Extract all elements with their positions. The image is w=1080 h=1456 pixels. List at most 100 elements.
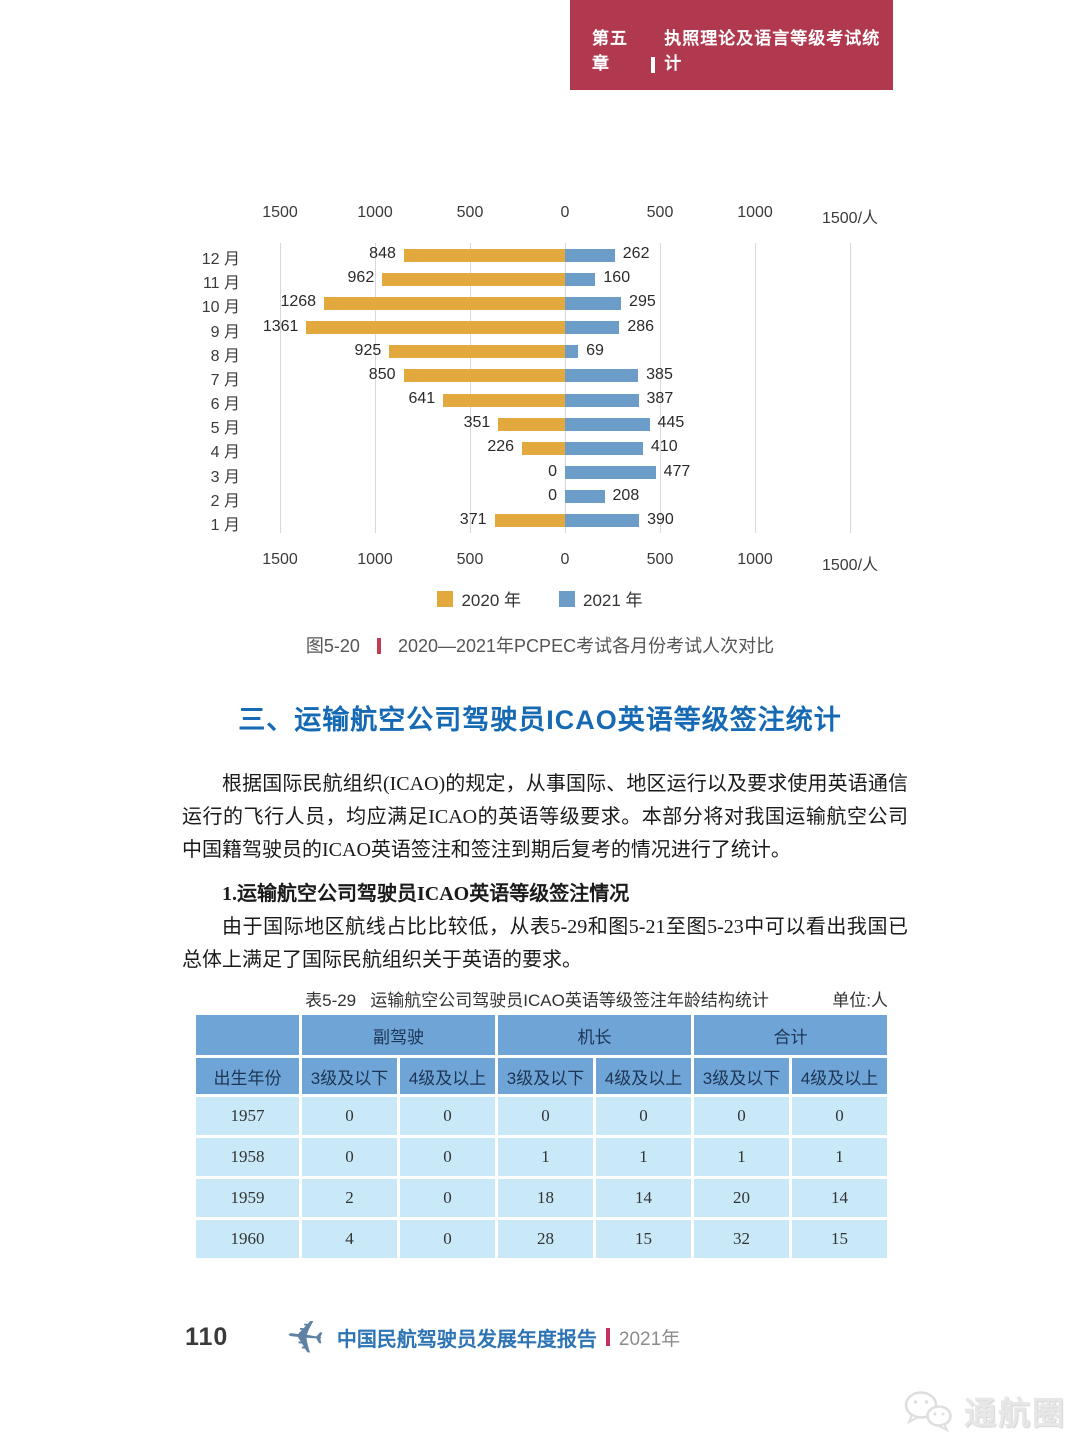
bar-2021 [565,417,650,431]
bar-value-2020: 962 [347,269,375,287]
axis-tick-bottom: 1500 [262,551,298,568]
table-column-header: 3级及以下 [694,1058,789,1094]
chapter-number: 第五章 [592,29,628,73]
paragraph-icao-intro: 根据国际民航组织(ICAO)的规定，从事国际、地区运行以及要求使用英语通信运行的… [182,773,908,861]
chart-gridline [660,243,661,533]
bar-2021 [565,248,615,262]
banner-separator-bar [651,57,656,73]
page-number: 110 [185,1322,229,1351]
table-unit-label: 单位:人 [832,991,888,1010]
bar-2021 [565,296,622,310]
month-label: 8 月 [210,347,240,365]
bar-2020 [324,296,565,310]
footer-separator-bar [605,1328,610,1346]
bar-2020 [403,369,565,383]
table-cell-value: 4 [302,1220,397,1258]
month-label: 3 月 [210,468,240,486]
axis-tick-bottom: 1500/人 [821,557,879,574]
bar-value-2021: 387 [646,390,674,408]
chart-gridline [280,243,281,533]
chart-gridline [565,243,566,533]
watermark-text: 通航圈 [963,1395,1066,1431]
bar-2020 [498,417,565,431]
month-label: 11 月 [202,275,240,293]
bar-value-2021: 295 [629,293,656,311]
bar-value-2020: 925 [354,341,382,359]
table-cell-year: 1959 [196,1179,299,1217]
table-row: 1957 0 0 0 0 0 0 [196,1097,887,1135]
table-column-header: 出生年份 [196,1058,299,1094]
table-cell-year: 1958 [196,1138,299,1176]
legend-swatch-2021 [559,590,575,607]
chart-gridline [850,243,851,533]
table-cell-value: 18 [498,1179,593,1217]
table-cell-year: 1957 [196,1097,299,1135]
bar-value-2020: 641 [408,390,436,408]
bar-value-2020: 226 [487,438,515,456]
table-column-header-row: 出生年份 3级及以下 4级及以上 3级及以下 4级及以上 3级及以下 4级及以上 [196,1058,887,1094]
bar-value-2020: 1361 [262,317,299,335]
axis-tick-top: 500 [456,204,484,221]
legend-label-2021: 2021 年 [583,591,643,610]
bar-2021 [565,272,596,286]
table-cell-value: 2 [302,1179,397,1217]
chapter-banner: 第五章 执照理论及语言等级考试统计 [570,0,893,90]
axis-tick-bottom: 500 [646,551,674,568]
bar-2021 [565,321,620,335]
section-title: 三、运输航空公司驾驶员ICAO英语等级签注统计 [238,705,842,735]
chapter-title: 执照理论及语言等级考试统计 [664,29,881,73]
figure-caption: 图5-20 2020—2021年PCPEC考试各月份考试人次对比 [0,632,1080,658]
chart-legend: 2020 年 2021 年 [0,586,1080,611]
table-cell-value: 32 [694,1220,789,1258]
bar-2020 [443,393,565,407]
footer-report-title: 中国民航驾驶员发展年度报告 [336,1328,597,1351]
table-row: 1960 4 0 28 15 32 15 [196,1220,887,1258]
axis-tick-top: 1500 [262,204,298,221]
table-column-header: 4级及以上 [792,1058,887,1094]
table-cell-value: 20 [694,1179,789,1217]
bar-2021 [565,466,656,480]
page-footer: 110 ✈ 中国民航驾驶员发展年度报告 2021年 [185,1309,681,1365]
footer-year: 2021年 [618,1328,681,1350]
wechat-icon [904,1391,952,1433]
table-cell-value: 15 [596,1220,691,1258]
table-cell-value: 0 [498,1097,593,1135]
bar-2021 [565,369,639,383]
table-cell-value: 0 [400,1097,495,1135]
table-cell-value: 1 [792,1138,887,1176]
month-label: 1 月 [210,516,240,534]
bar-2021 [565,490,605,504]
table-cell-value: 28 [498,1220,593,1258]
table-cell-value: 0 [792,1097,887,1135]
axis-tick-top: 1000 [357,204,393,221]
bar-value-2021: 262 [622,245,650,263]
bar-2020 [522,441,565,455]
bar-value-2021: 208 [612,486,640,504]
table-group-header: 机长 [498,1015,691,1055]
month-label: 5 月 [210,420,240,438]
bar-2020 [403,248,565,262]
month-label: 2 月 [210,492,240,510]
figure-caption-label: 图5-20 [305,636,360,656]
table-group-header: 合计 [694,1015,887,1055]
bar-value-2021: 160 [603,269,631,287]
table-row: 1958 0 0 1 1 1 1 [196,1138,887,1176]
bar-2021 [565,345,579,359]
table-caption: 表5-29 运输航空公司驾驶员ICAO英语等级签注年龄结构统计 [182,986,892,1011]
month-label: 10 月 [201,299,240,317]
bar-2020 [382,272,565,286]
bar-value-2021: 69 [586,341,604,359]
bar-2021 [565,441,643,455]
bar-2021 [565,393,639,407]
table-cell-value: 1 [596,1138,691,1176]
table-cell-value: 1 [694,1138,789,1176]
table-row: 1959 2 0 18 14 20 14 [196,1179,887,1217]
bar-value-2021: 477 [663,462,691,480]
bar-value-2021: 410 [650,438,678,456]
month-label: 9 月 [210,323,240,341]
month-label: 7 月 [210,371,240,389]
month-label: 6 月 [210,396,240,414]
bar-value-2021: 286 [627,317,655,335]
table-group-header: 副驾驶 [302,1015,495,1055]
